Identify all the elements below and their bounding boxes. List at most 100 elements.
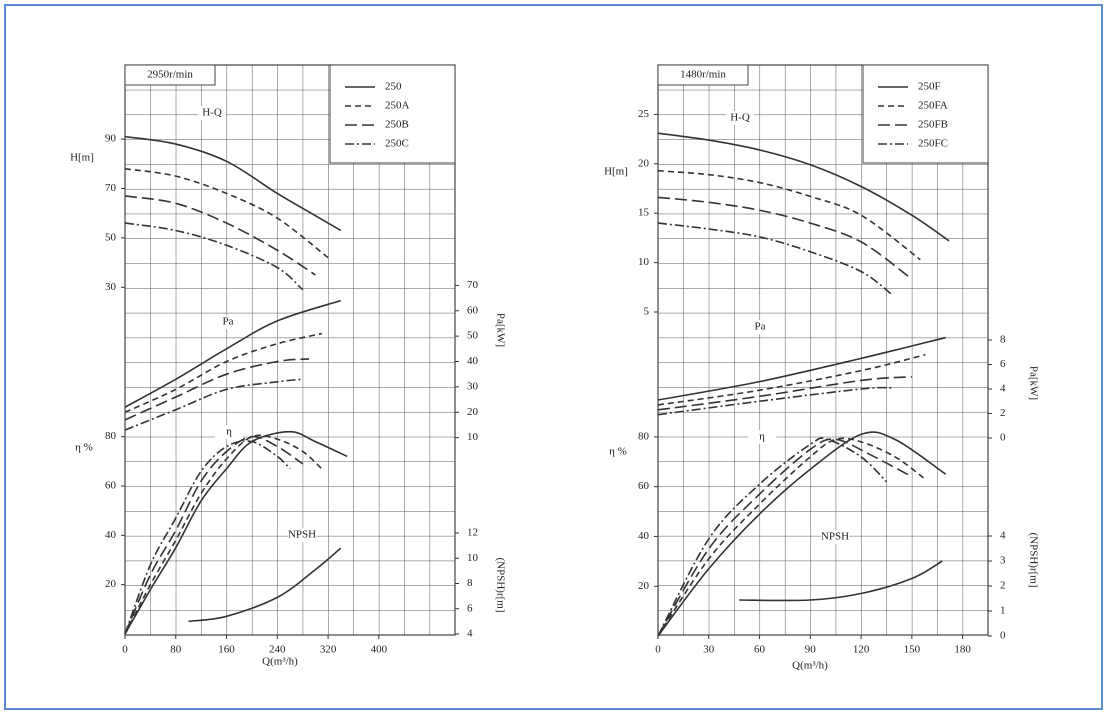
legend-label: 250F: [918, 81, 941, 93]
curve: [657, 437, 926, 637]
legend: [329, 64, 456, 164]
y-tick-label: 1: [1000, 605, 1006, 617]
y-tick-label: 20: [467, 406, 479, 418]
legend-label: 250B: [385, 119, 409, 131]
x-tick-label: 0: [655, 644, 661, 656]
y-tick-label: 80: [105, 430, 117, 442]
y-tick-label: 70: [467, 279, 479, 291]
curve: [124, 440, 291, 635]
legend: [862, 64, 989, 164]
annotation-bg: [748, 430, 776, 444]
curve: [124, 332, 322, 413]
y-tick-label: 10: [638, 256, 650, 268]
y-tick-label: 40: [638, 530, 650, 542]
y-tick-label: 80: [638, 430, 650, 442]
curve: [657, 438, 913, 637]
curve: [124, 167, 329, 259]
curve: [124, 434, 323, 635]
y-tick-label: 25: [638, 108, 650, 120]
x-tick-label: 0: [122, 644, 128, 656]
y-tick-label: 4: [1000, 383, 1006, 395]
annotation: Pa: [223, 316, 234, 328]
y-axis-label: H[m]: [604, 166, 628, 178]
y-tick-label: 0: [1000, 432, 1006, 444]
y-tick-label: 12: [467, 527, 478, 539]
y-tick-label: 6: [1000, 358, 1006, 370]
npsh-curve: [188, 547, 342, 623]
curve: [657, 353, 926, 406]
x-tick-label: 30: [703, 644, 715, 656]
x-axis-label: Q(m³/h): [792, 660, 828, 672]
y-axis-label: Pa[kW]: [494, 313, 506, 347]
y-tick-label: 50: [467, 330, 479, 342]
legend-label: 250A: [385, 100, 410, 112]
y-axis-label: η %: [609, 446, 627, 458]
y-axis-label: (NPSH)r[m]: [494, 558, 506, 613]
y-tick-label: 4: [467, 628, 473, 640]
annotation-bg: [198, 106, 226, 120]
y-tick-label: 50: [105, 231, 117, 243]
y-tick-label: 40: [467, 355, 479, 367]
annotation: H-Q: [730, 112, 750, 124]
y-tick-label: 20: [638, 580, 650, 592]
annotation: NPSH: [288, 529, 316, 541]
y-tick-label: 5: [644, 306, 650, 318]
y-tick-label: 90: [105, 133, 117, 145]
annotation: H-Q: [202, 107, 222, 119]
annotation-bg: [726, 111, 754, 125]
speed-label: 2950r/min: [147, 69, 193, 81]
legend-label: 250: [385, 81, 402, 93]
curve: [124, 222, 304, 291]
x-tick-label: 320: [320, 644, 337, 656]
y-tick-label: 70: [105, 182, 117, 194]
legend-label: 250FC: [918, 138, 948, 150]
curve: [124, 299, 342, 408]
y-tick-label: 3: [1000, 555, 1006, 567]
annotation: Pa: [755, 321, 766, 333]
legend-label: 250FA: [918, 100, 948, 112]
y-tick-label: 20: [105, 578, 117, 590]
y-tick-label: 4: [1000, 530, 1006, 542]
x-tick-label: 240: [269, 644, 286, 656]
x-axis-label: Q(m³/h): [262, 656, 298, 668]
x-tick-label: 150: [904, 644, 921, 656]
legend-label: 250FB: [918, 119, 948, 131]
curve: [657, 375, 912, 411]
x-tick-label: 120: [853, 644, 870, 656]
curve: [657, 196, 909, 278]
curve: [657, 437, 888, 637]
annotation: NPSH: [821, 531, 849, 543]
annotation-bg: [214, 315, 242, 329]
legend-label: 250C: [385, 138, 409, 150]
x-tick-label: 80: [170, 644, 182, 656]
curve: [657, 336, 946, 401]
y-tick-label: 2: [1000, 580, 1006, 592]
y-tick-label: 60: [105, 480, 117, 492]
y-tick-label: 0: [1000, 630, 1006, 642]
y-tick-label: 20: [638, 157, 650, 169]
x-tick-label: 90: [805, 644, 817, 656]
speed-box: [124, 64, 216, 86]
curve: [124, 195, 316, 276]
curve: [124, 358, 310, 421]
annotation: η: [759, 431, 765, 443]
annotation-bg: [821, 530, 849, 544]
y-tick-label: 30: [105, 281, 117, 293]
y-axis-label: η %: [75, 442, 93, 454]
x-tick-label: 180: [954, 644, 971, 656]
annotation-bg: [288, 528, 316, 542]
curve: [124, 378, 303, 431]
y-tick-label: 60: [638, 480, 650, 492]
y-tick-label: 60: [467, 304, 479, 316]
x-tick-label: 60: [754, 644, 766, 656]
npsh-curve: [739, 560, 943, 602]
x-tick-label: 400: [371, 644, 388, 656]
curve: [657, 386, 892, 416]
y-axis-label: H[m]: [70, 152, 94, 164]
annotation-bg: [746, 320, 774, 334]
y-tick-label: 10: [467, 552, 479, 564]
y-axis-label: (NPSH)r[m]: [1027, 533, 1039, 588]
y-tick-label: 6: [467, 602, 473, 614]
y-axis-label: Pa[kW]: [1027, 366, 1039, 400]
